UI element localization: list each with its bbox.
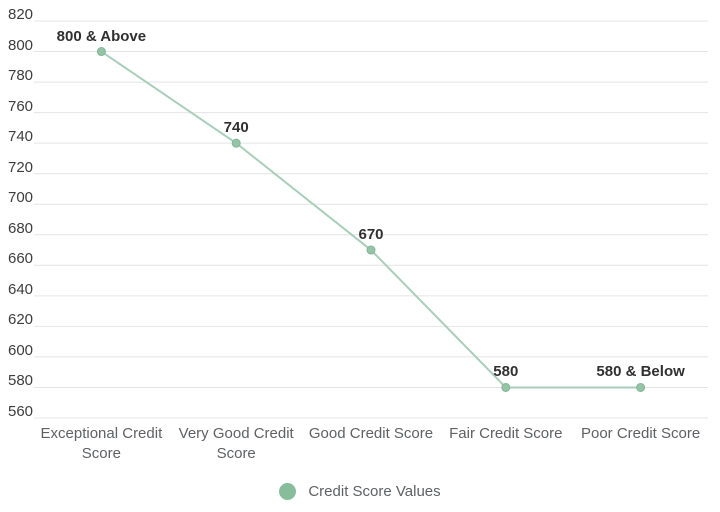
legend-label: Credit Score Values <box>308 483 441 500</box>
y-tick-label: 600 <box>8 341 34 359</box>
data-point-label: 580 <box>493 363 519 381</box>
y-tick-label: 620 <box>8 311 34 329</box>
x-category-label: Exceptional Credit Score <box>40 425 163 462</box>
y-tick-label: 800 <box>8 36 34 54</box>
data-point-label: 580 & Below <box>596 363 685 381</box>
series-line <box>100 50 641 389</box>
y-tick-label: 700 <box>8 189 34 207</box>
y-tick-label: 720 <box>8 158 34 176</box>
legend-marker-icon <box>279 483 297 500</box>
y-tick-label: 760 <box>8 97 34 115</box>
data-point-marker[interactable] <box>231 138 241 148</box>
y-tick-label: 660 <box>8 250 34 268</box>
data-point-marker[interactable] <box>96 47 106 57</box>
data-point-marker[interactable] <box>636 382 646 392</box>
y-tick-label: 820 <box>8 6 34 23</box>
y-tick-label: 740 <box>8 128 34 146</box>
legend[interactable]: Credit Score Values <box>0 483 720 500</box>
data-point-label: 670 <box>358 226 384 244</box>
data-point-marker[interactable] <box>501 382 511 392</box>
y-tick-label: 580 <box>8 372 34 390</box>
data-point-marker[interactable] <box>366 245 376 255</box>
x-category-label: Poor Credit Score <box>580 425 701 442</box>
x-category-label: Very Good Credit Score <box>178 425 294 462</box>
x-category-label: Fair Credit Score <box>449 425 563 442</box>
y-tick-label: 640 <box>8 280 34 298</box>
x-category-label: Good Credit Score <box>308 425 434 442</box>
data-point-label: 800 & Above <box>56 27 147 45</box>
data-point-label: 740 <box>223 119 249 137</box>
y-tick-label: 680 <box>8 219 34 237</box>
y-tick-label: 780 <box>8 67 34 85</box>
y-tick-label: 560 <box>8 403 34 420</box>
